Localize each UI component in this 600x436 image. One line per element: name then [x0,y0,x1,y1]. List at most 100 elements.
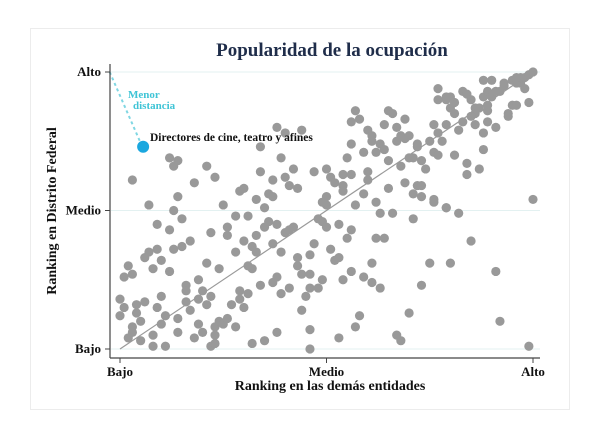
data-point [156,255,166,265]
x-axis-label: Ranking en las demás entidades [235,379,426,394]
data-point [305,269,315,279]
data-point [210,338,220,349]
data-point [272,122,282,132]
data-point [243,211,253,221]
data-point [363,175,373,185]
data-point [231,247,241,257]
data-point [276,247,286,257]
data-point [239,236,249,246]
data-point [400,178,410,188]
data-point [478,144,489,155]
data-point [259,203,270,213]
data-point [408,214,418,224]
data-point [292,252,303,263]
data-point [202,258,212,268]
data-point [280,172,290,182]
data-point [123,333,133,343]
data-point [255,142,266,152]
data-point [350,322,361,332]
data-point [437,136,447,146]
data-point [123,261,133,271]
data-point [305,250,315,260]
data-point [379,120,389,130]
data-point [433,150,443,160]
data-point [185,305,195,315]
data-point [317,275,327,285]
data-point [193,275,204,285]
data-point [160,311,171,321]
data-point [433,84,443,94]
data-point [387,208,398,218]
data-point [454,208,464,218]
data-point [173,192,183,202]
data-point [239,302,249,313]
data-point [425,258,435,268]
data-point [338,169,348,180]
data-point [466,111,476,121]
data-point [259,336,270,346]
y-axis-label: Ranking en Distrito Federal [45,127,60,295]
data-point [198,286,208,296]
data-point [354,114,365,124]
data-point [334,333,344,343]
data-point [334,252,344,263]
data-point [458,117,468,127]
data-point [173,327,183,337]
y-tick-label: Bajo [75,341,101,356]
data-point [441,92,451,102]
data-point [272,219,282,229]
data-point [375,208,385,218]
data-point [421,164,431,174]
data-point [482,117,493,127]
data-point [251,230,261,241]
data-point [173,313,183,324]
data-point [441,120,451,130]
data-point [247,338,257,349]
data-point [404,131,414,141]
data-point [235,286,245,296]
data-point [276,153,286,163]
data-point [198,327,208,337]
data-point [305,344,315,354]
data-point [445,258,455,268]
data-point [371,147,381,157]
chart-frame [30,28,570,410]
data-point [429,120,439,130]
data-point [499,78,509,88]
data-point [313,283,323,293]
data-point [528,67,538,77]
data-point [140,297,150,307]
data-point [433,128,443,138]
data-point [276,289,286,299]
data-point [416,192,427,202]
data-point [297,125,307,135]
x-tick-label: Alto [521,364,545,379]
data-point [231,322,241,332]
data-point [371,233,381,243]
data-point [202,300,212,310]
data-point [466,236,476,246]
data-point [181,297,191,307]
data-point [235,294,245,304]
data-point [408,189,418,199]
data-point [524,97,534,108]
data-point [148,264,158,274]
data-point [387,108,398,119]
data-point [346,117,356,127]
data-point [491,266,501,277]
data-point [346,139,356,149]
data-point [375,283,385,293]
data-point [367,136,377,146]
data-point [152,219,162,229]
data-point [429,194,439,205]
data-point [359,272,369,282]
data-point [511,72,522,83]
data-point [115,311,125,321]
data-point [334,219,344,229]
data-point [288,222,299,232]
data-point [268,192,278,202]
data-point [487,75,497,85]
data-point [292,261,303,271]
data-point [189,333,199,343]
